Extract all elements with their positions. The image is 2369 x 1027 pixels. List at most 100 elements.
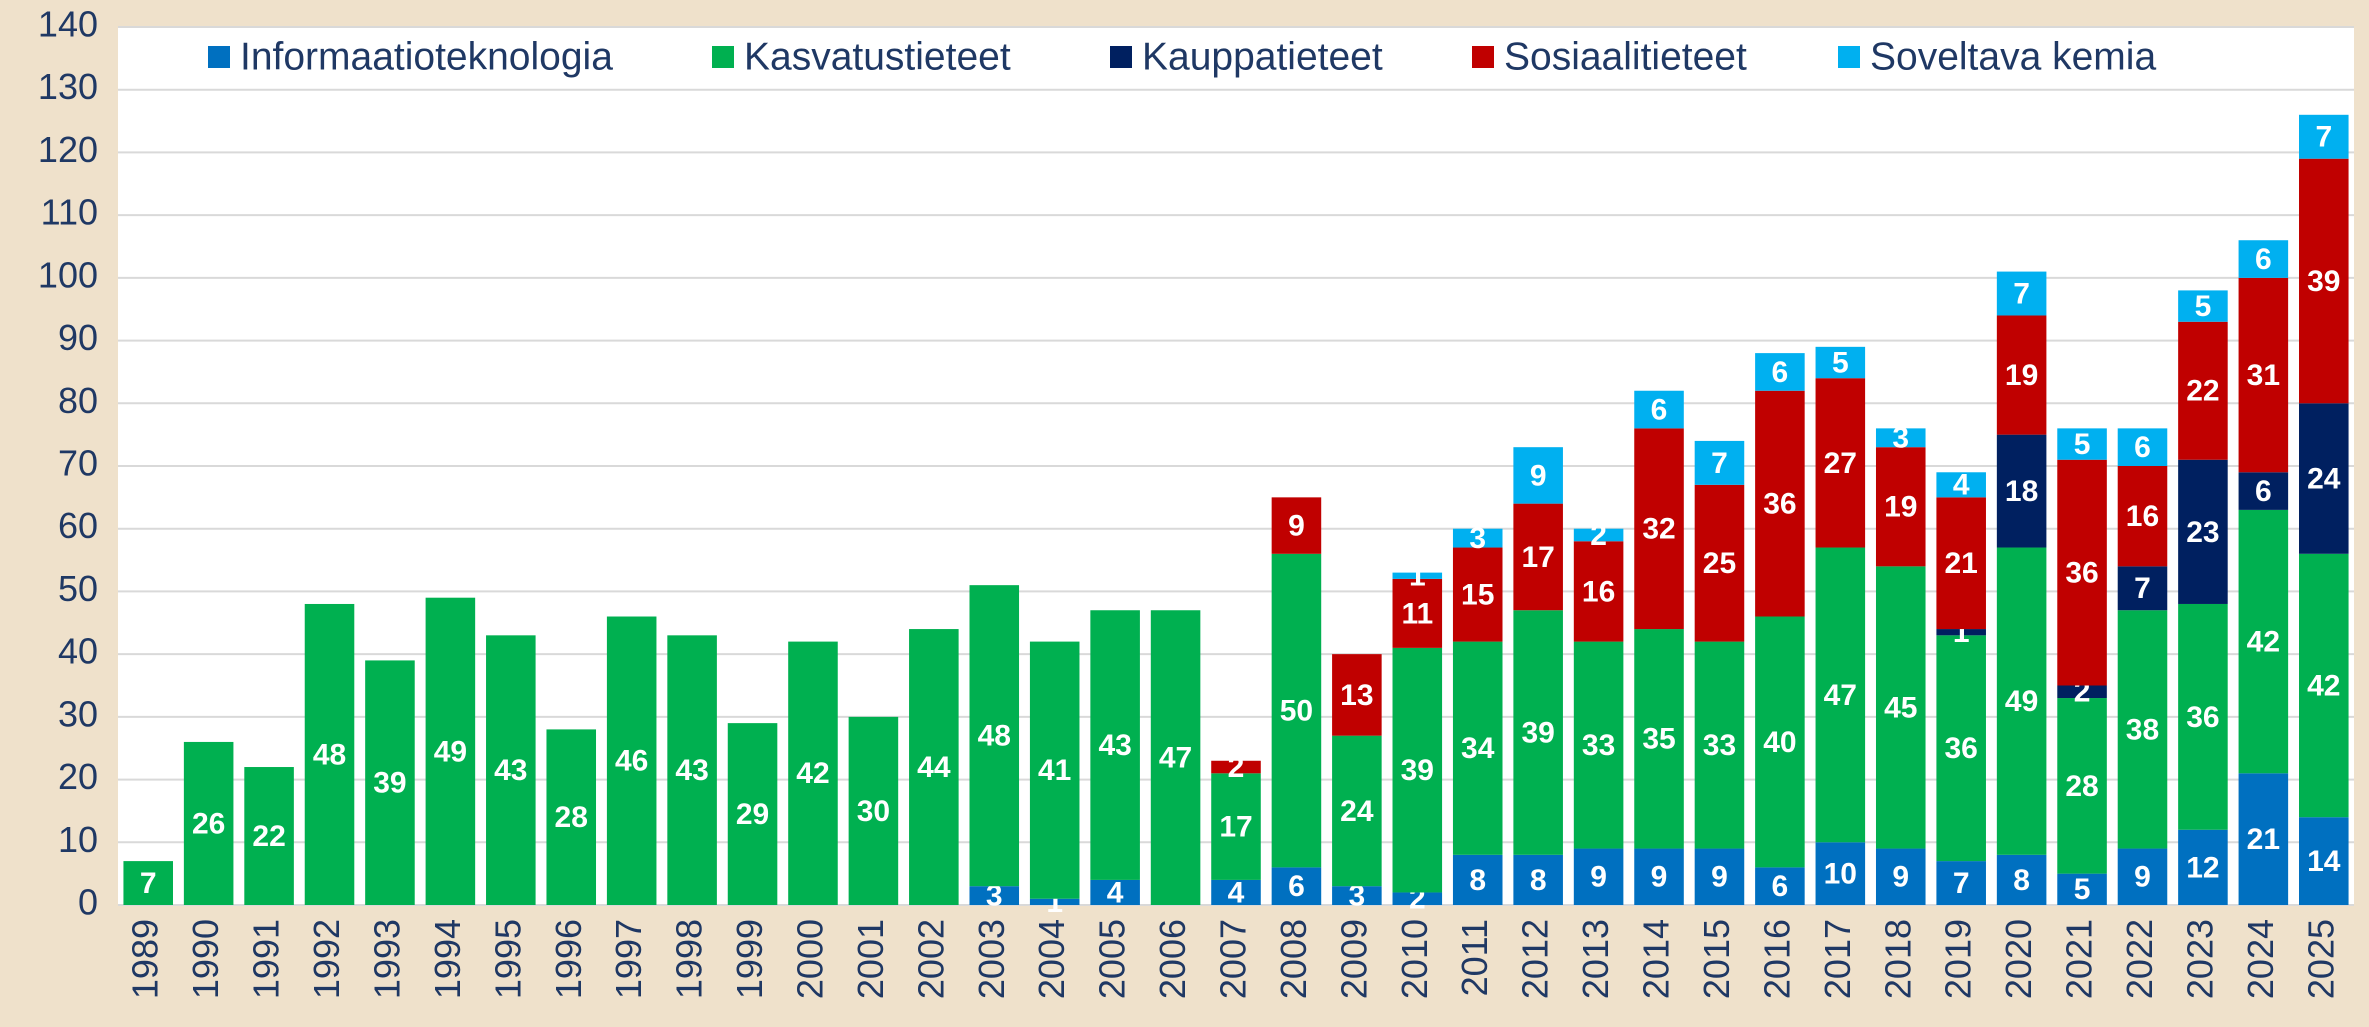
y-tick-label: 10 (58, 819, 98, 860)
data-label: 8 (2013, 864, 2030, 897)
bar-segment (2178, 290, 2228, 322)
bar-segment (969, 886, 1020, 905)
bar-segment (1996, 854, 2047, 905)
bar-segment (2117, 848, 2168, 905)
bar-segment (1573, 848, 1624, 905)
legend-swatch (1838, 46, 1860, 68)
data-label: 13 (1340, 679, 1373, 712)
data-label: 4 (1107, 876, 1124, 909)
bar-segment (1875, 848, 1926, 905)
data-label: 36 (2065, 557, 2098, 590)
bar-segment (1996, 547, 2047, 855)
x-tick-label: 2007 (1213, 919, 1254, 999)
bar-segment (1996, 271, 2047, 316)
legend-swatch (1110, 46, 1132, 68)
bar-segment (1211, 773, 1261, 880)
bar-segment (2117, 466, 2168, 567)
bar-segment (244, 767, 294, 905)
bar-segment (304, 603, 355, 905)
data-label: 24 (2307, 462, 2341, 495)
bar-segment (1090, 879, 1140, 905)
data-label: 8 (1530, 864, 1547, 897)
bar-segment (2057, 459, 2107, 686)
x-tick-label: 2018 (1877, 919, 1918, 999)
data-label: 9 (1590, 861, 1607, 894)
bar-segment (1513, 610, 1563, 855)
data-label: 12 (2186, 851, 2219, 884)
bar-segment (1271, 497, 1322, 554)
data-label: 17 (1219, 811, 1252, 844)
bar-segment (1392, 647, 1443, 893)
y-tick-label: 60 (58, 505, 98, 546)
data-label: 32 (1642, 513, 1675, 546)
data-label: 19 (2005, 359, 2038, 392)
y-tick-label: 110 (41, 192, 98, 233)
legend-label: Sosiaalitieteet (1504, 35, 1747, 78)
x-tick-label: 2005 (1092, 919, 1133, 999)
bar-segment (1392, 578, 1443, 648)
bar-segment (1573, 541, 1624, 642)
bar-segment (1815, 346, 1866, 379)
bar-segment (848, 716, 899, 905)
data-label: 42 (2247, 626, 2280, 659)
data-label: 43 (675, 754, 708, 787)
data-label: 7 (2013, 277, 2030, 310)
bar-segment (2178, 459, 2228, 604)
x-tick-label: 2012 (1515, 919, 1556, 999)
legend-swatch (1472, 46, 1494, 68)
data-label: 48 (313, 738, 346, 771)
legend-label: Soveltava kemia (1870, 35, 2156, 78)
data-label: 44 (917, 751, 951, 784)
data-label: 41 (1038, 754, 1071, 787)
bar-segment (1694, 440, 1745, 485)
data-label: 19 (1884, 491, 1917, 524)
data-label: 49 (434, 735, 467, 768)
data-label: 40 (1763, 726, 1796, 759)
data-label: 30 (857, 795, 890, 828)
x-tick-label: 2008 (1273, 919, 1314, 999)
bar-segment (2299, 553, 2349, 818)
data-label: 6 (1772, 356, 1789, 389)
data-label: 43 (494, 754, 527, 787)
bar-segment (1452, 854, 1503, 905)
bar-segment (1513, 503, 1563, 611)
x-tick-label: 2022 (2119, 919, 2160, 999)
bar-segment (1634, 390, 1684, 429)
data-label: 36 (1763, 488, 1796, 521)
data-label: 46 (615, 745, 648, 778)
x-tick-label: 1998 (669, 919, 710, 999)
data-label: 39 (2307, 265, 2340, 298)
legend-label: Informaatioteknologia (240, 35, 613, 78)
y-tick-label: 80 (58, 380, 98, 421)
data-label: 45 (1884, 691, 1917, 724)
x-tick-label: 1991 (246, 919, 287, 999)
x-tick-label: 2019 (1938, 919, 1979, 999)
bar-segment (1211, 879, 1261, 905)
x-tick-label: 2015 (1696, 919, 1737, 999)
legend-swatch (712, 46, 734, 68)
bar-segment (1634, 428, 1684, 630)
legend-label: Kauppatieteet (1142, 35, 1383, 78)
data-label: 36 (2186, 701, 2219, 734)
data-label: 5 (2074, 428, 2091, 461)
bar-segment (1392, 572, 1443, 579)
data-label: 28 (555, 801, 588, 834)
data-label: 36 (1945, 732, 1978, 765)
data-label: 3 (986, 880, 1003, 913)
data-label: 21 (1945, 547, 1978, 580)
data-label: 8 (1469, 864, 1486, 897)
x-tick-label: 2021 (2059, 919, 2100, 999)
data-label: 6 (1288, 870, 1305, 903)
bar-segment (1755, 353, 1805, 391)
data-label: 2 (1228, 751, 1245, 784)
bar-segment (2057, 698, 2107, 874)
bar-segment (2299, 817, 2349, 905)
bar-segment (1211, 760, 1261, 774)
bar-segment (2299, 403, 2349, 554)
data-label: 22 (252, 820, 285, 853)
x-tick-label: 2001 (850, 919, 891, 999)
data-label: 6 (1772, 870, 1789, 903)
x-tick-label: 2011 (1454, 919, 1495, 996)
x-tick-label: 1989 (125, 919, 166, 999)
